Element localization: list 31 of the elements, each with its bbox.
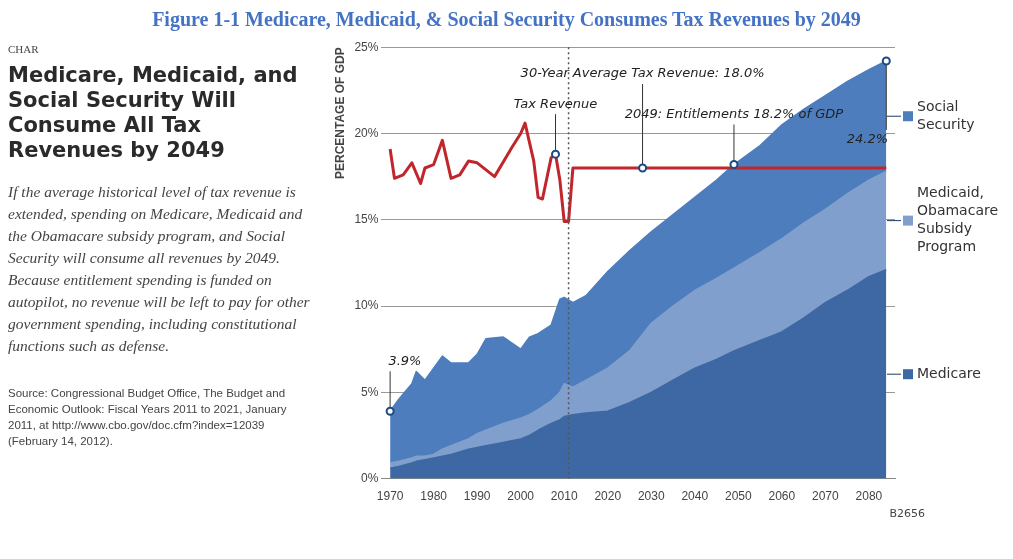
x-tick-label: 2050 (724, 489, 752, 504)
text: CHAR (8, 42, 40, 57)
annotation: Tax Revenue (513, 95, 598, 111)
x-tick-label: 2060 (768, 489, 796, 504)
x-tick-label: 1980 (420, 489, 448, 504)
y-tick-label: 0% (361, 470, 379, 485)
legend-label: Medicare (917, 364, 981, 381)
legend-label: Medicaid, Obamacare Subsidy Program (917, 184, 999, 255)
x-tick-label: 2070 (812, 489, 840, 504)
x-tick-label: 2030 (637, 489, 665, 504)
source-note: Source: Congressional Budget Office, The Budget and Economic Outlook: Fiscal Years 2011 to 2021, January 2011, at http://www.cbo.gov/doc.cfm?index=12039 (February 14, 2012). (8, 386, 288, 449)
y-tick-label: 20% (354, 125, 379, 140)
annotation: 30-Year Average Tax Revenue: 18.0% (520, 65, 765, 81)
x-tick-label: 2020 (594, 489, 622, 504)
y-tick-label: 5% (361, 384, 379, 399)
x-tick-label: 2000 (507, 489, 535, 504)
y-tick-label: 25% (354, 39, 379, 54)
x-tick-label: 2080 (855, 489, 883, 504)
text: If the average historical level of tax revenue is extended, spending on Medicare, Medicaid and the Obamacare subsidy program, and Social Security will consume all revenues by 2049. Because entitlement spending is funded on autopilot, no revenue will be left to pay for other government spending, including constitutional functions such as defense. (8, 182, 311, 356)
x-tick-label: 1990 (463, 489, 491, 504)
x-tick-label: 1970 (376, 489, 404, 504)
text: B2656 (888, 507, 925, 520)
annotation: 3.9% (388, 352, 422, 368)
y-tick-label: 15% (354, 212, 379, 227)
x-tick-label: 2010 (550, 489, 578, 504)
text: Medicare, Medicaid, and Social Security Will Consume All Tax Revenues by 2049 (8, 63, 299, 163)
x-tick-label: 2040 (681, 489, 709, 504)
legend-label: Social Security (917, 97, 975, 132)
y-tick-label: 10% (354, 298, 379, 313)
y-axis-title: PERCENTAGE OF GDP (332, 47, 347, 179)
chart-title: Figure 1-1 Medicare, Medicaid, & Social Security Consumes Tax Revenues by 2049 (151, 8, 862, 31)
